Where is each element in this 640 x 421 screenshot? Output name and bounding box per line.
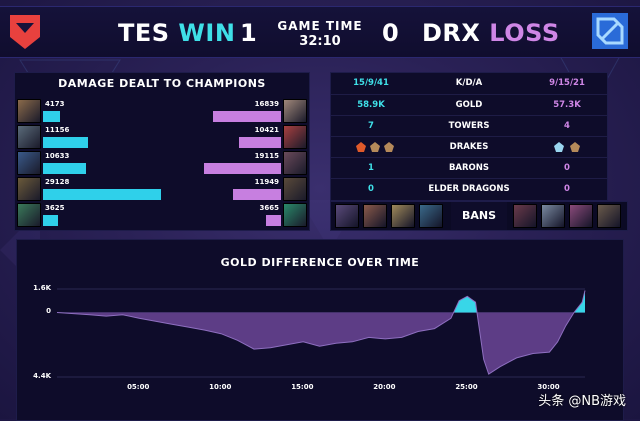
infernal-drake-icon bbox=[356, 142, 366, 152]
left-team-name: TES bbox=[118, 19, 170, 47]
mountain-drake-icon bbox=[384, 142, 394, 152]
left-damage-bar bbox=[43, 137, 89, 148]
right-damage-bar bbox=[238, 137, 281, 148]
damage-panel-title: DAMAGE DEALT TO CHAMPIONS bbox=[58, 77, 266, 90]
stat-row: 1 BARONS 0 bbox=[331, 157, 607, 179]
left-damage-value: 4173 bbox=[45, 100, 65, 108]
stat-right-value: 0 bbox=[564, 163, 570, 173]
gold-series-line bbox=[56, 290, 586, 375]
watermark-text: 头条 @NB游戏 bbox=[538, 394, 626, 409]
right-damage-value: 10421 bbox=[254, 126, 279, 134]
stat-label: K/D/A bbox=[455, 78, 483, 88]
left-damage-bar bbox=[43, 189, 161, 200]
left-champion-avatar bbox=[17, 177, 41, 201]
stats-panel: 15/9/41 K/D/A 9/15/21 58.9K GOLD 57.3K 7 TOWERS… bbox=[330, 72, 608, 201]
right-damage-bar bbox=[203, 163, 281, 174]
stat-row: DRAKES bbox=[331, 136, 607, 158]
gold-y-tick-label: 1.6K bbox=[33, 284, 51, 292]
stat-label: BARONS bbox=[448, 163, 490, 173]
stat-left-value: 7 bbox=[368, 121, 374, 131]
right-team-result: LOSS bbox=[489, 19, 560, 47]
right-damage-value: 3665 bbox=[259, 204, 279, 212]
stat-label: DRAKES bbox=[449, 142, 489, 152]
stat-row: 7 TOWERS 4 bbox=[331, 115, 607, 137]
right-damage-value: 19115 bbox=[254, 152, 279, 160]
right-champion-avatar bbox=[283, 125, 307, 149]
damage-panel: DAMAGE DEALT TO CHAMPIONS 4173 11156 10633… bbox=[14, 72, 310, 231]
drx-logo-icon bbox=[592, 13, 628, 49]
left-damage-bar bbox=[43, 111, 60, 122]
right-champion-avatar bbox=[283, 203, 307, 227]
right-champion-avatar bbox=[283, 177, 307, 201]
gold-area-negative bbox=[57, 312, 585, 375]
left-ban-portrait bbox=[391, 204, 415, 228]
gold-x-tick-label: 15:00 bbox=[291, 383, 314, 391]
stat-left-value: 1 bbox=[368, 163, 374, 173]
stat-right-value: 0 bbox=[564, 184, 570, 194]
bans-row: BANS bbox=[330, 201, 628, 231]
stat-row: 0 ELDER DRAGONS 0 bbox=[331, 178, 607, 200]
right-ban-portrait bbox=[513, 204, 537, 228]
stat-left-value: 15/9/41 bbox=[353, 78, 389, 88]
left-champion-avatar bbox=[17, 151, 41, 175]
game-time-value: 32:10 bbox=[299, 34, 341, 49]
gold-chart-title: GOLD DIFFERENCE OVER TIME bbox=[220, 256, 420, 269]
stat-left-value: 58.9K bbox=[357, 100, 385, 110]
left-score: 1 bbox=[240, 19, 258, 47]
gold-area-positive bbox=[453, 290, 585, 313]
gold-difference-panel: GOLD DIFFERENCE OVER TIME 1.6K 0 4.4K 05:00… bbox=[16, 239, 624, 421]
bans-label: BANS bbox=[451, 202, 507, 230]
left-damage-value: 10633 bbox=[45, 152, 70, 160]
left-damage-value: 29128 bbox=[45, 178, 70, 186]
cloud-drake-icon bbox=[554, 142, 564, 152]
stat-label: GOLD bbox=[455, 100, 483, 110]
right-ban-portrait bbox=[569, 204, 593, 228]
left-champion-avatar bbox=[17, 203, 41, 227]
gold-x-tick-label: 25:00 bbox=[455, 383, 478, 391]
gold-difference-chart bbox=[56, 288, 586, 378]
right-damage-value: 11949 bbox=[254, 178, 279, 186]
right-ban-portrait bbox=[597, 204, 621, 228]
left-ban-portrait bbox=[419, 204, 443, 228]
left-team-result: WIN bbox=[178, 19, 236, 47]
right-score: 0 bbox=[382, 19, 400, 47]
right-damage-bar bbox=[212, 111, 281, 122]
gold-x-tick-label: 05:00 bbox=[127, 383, 150, 391]
right-champion-avatar bbox=[283, 151, 307, 175]
left-champion-avatar bbox=[17, 99, 41, 123]
left-damage-value: 3625 bbox=[45, 204, 65, 212]
right-damage-bar bbox=[266, 215, 281, 226]
stat-right-value: 4 bbox=[564, 121, 570, 131]
score-header: TES WIN 1 GAME TIME 32:10 0 DRX LOSS bbox=[0, 6, 640, 58]
stat-label: ELDER DRAGONS bbox=[428, 184, 510, 194]
stat-row: 15/9/41 K/D/A 9/15/21 bbox=[331, 73, 607, 94]
right-ban-portrait bbox=[541, 204, 565, 228]
stat-row: 58.9K GOLD 57.3K bbox=[331, 94, 607, 116]
right-damage-value: 16839 bbox=[254, 100, 279, 108]
stat-left-value: 0 bbox=[368, 184, 374, 194]
right-champion-avatar bbox=[283, 99, 307, 123]
gold-y-tick-label: 0 bbox=[46, 307, 51, 316]
mountain-drake-icon bbox=[370, 142, 380, 152]
gold-y-tick-label: 4.4K bbox=[33, 372, 51, 380]
gold-x-tick-label: 10:00 bbox=[209, 383, 232, 391]
left-damage-bar bbox=[43, 163, 87, 174]
stat-right-value: 57.3K bbox=[553, 100, 581, 110]
stat-label: TOWERS bbox=[448, 121, 490, 131]
gold-x-tick-label: 20:00 bbox=[373, 383, 396, 391]
left-champion-avatar bbox=[17, 125, 41, 149]
right-team-name: DRX bbox=[422, 19, 481, 47]
left-damage-bar bbox=[43, 215, 58, 226]
left-ban-portrait bbox=[335, 204, 359, 228]
stat-right-value: 9/15/21 bbox=[549, 78, 585, 88]
gold-x-tick-label: 30:00 bbox=[537, 383, 560, 391]
right-damage-bar bbox=[232, 189, 281, 200]
mountain-drake-icon bbox=[570, 142, 580, 152]
tes-logo-icon bbox=[10, 15, 40, 49]
left-ban-portrait bbox=[363, 204, 387, 228]
game-time-label: GAME TIME bbox=[277, 19, 363, 33]
left-damage-value: 11156 bbox=[45, 126, 70, 134]
